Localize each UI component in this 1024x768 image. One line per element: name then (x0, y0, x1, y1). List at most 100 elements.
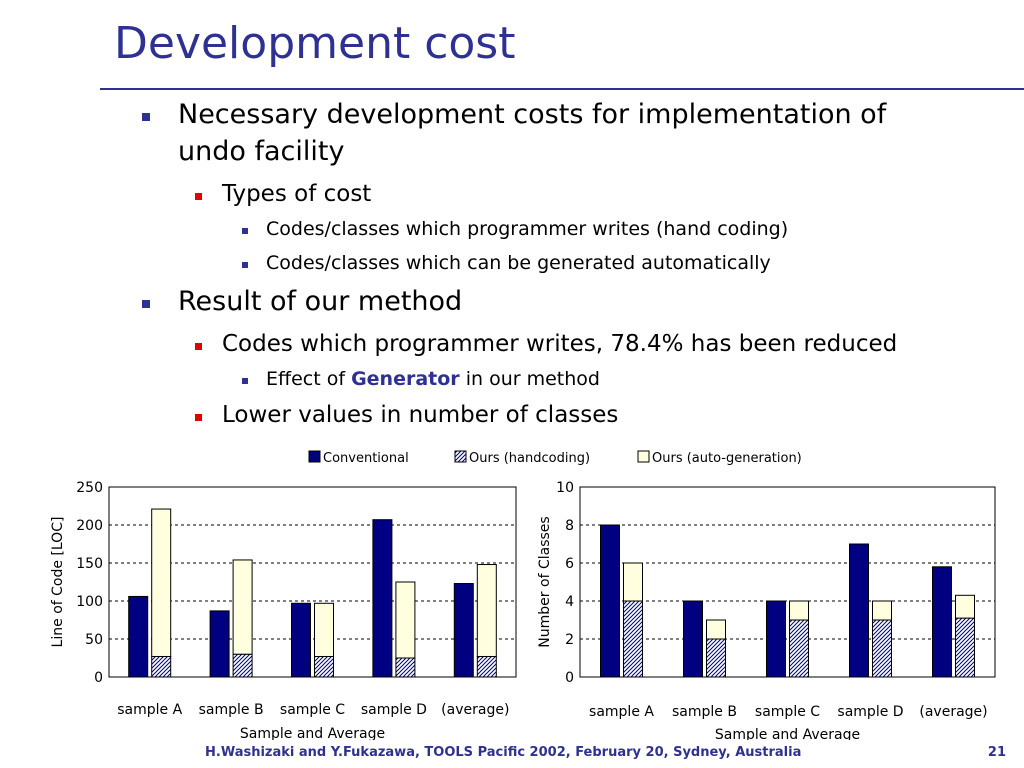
bullet-marker (242, 378, 248, 384)
bar-ours-auto-generation (395, 581, 416, 659)
y-tick-label: 8 (565, 518, 574, 534)
bar-ours-auto-generation (314, 602, 334, 657)
slide-title: Development cost (114, 18, 516, 69)
bar-conventional (849, 543, 869, 678)
footer-citation: H.Washizaki and Y.Fukazawa, TOOLS Pacifi… (205, 745, 802, 760)
y-tick-label: 100 (76, 594, 103, 610)
x-tick-label: sample D (837, 704, 903, 720)
plot-area (579, 486, 996, 678)
x-axis-title: Sample and Average (240, 726, 385, 740)
page-number: 21 (987, 745, 1006, 760)
y-tick-label: 2 (565, 632, 574, 648)
bullet-text-post: in our method (459, 368, 600, 390)
x-tick-label: (average) (441, 702, 509, 718)
y-tick-label: 200 (76, 518, 103, 534)
bullet-text: undo facility (178, 136, 345, 167)
bar-ours-auto-generation (789, 600, 809, 621)
bullet-text: Types of cost (222, 181, 372, 207)
bullet-text: Codes/classes which can be generated aut… (266, 252, 771, 274)
bullet-text: Necessary development costs for implemen… (178, 99, 887, 130)
bullet-text: Codes which programmer writes, 78.4% has… (222, 331, 898, 357)
bullet-marker (142, 113, 150, 121)
legend-swatch (454, 450, 467, 463)
y-tick-label: 6 (565, 556, 574, 572)
y-tick-label: 10 (556, 480, 574, 496)
bullet-result: Result of our method (142, 286, 463, 317)
y-tick-label: 4 (565, 594, 574, 610)
bullet-text: Codes/classes which programmer writes (h… (266, 218, 789, 240)
bar-ours-handcoding (314, 655, 334, 678)
bullet-reduction: Codes which programmer writes, 78.4% has… (195, 331, 898, 357)
charts-area: Conventional Ours (handcoding) Ours (auto-… (50, 450, 996, 740)
x-axis-title: Sample and Average (715, 727, 860, 740)
bar-conventional (209, 610, 230, 678)
bullet-hand-coding: Codes/classes which programmer writes (h… (242, 218, 789, 240)
bullet-types-of-cost: Types of cost (195, 181, 372, 207)
bullet-marker (195, 343, 202, 350)
loc-chart: 0 50 100 150 200 250 Line of Code [LOC] sample … (50, 480, 517, 740)
x-tick-label: sample C (280, 702, 345, 718)
bar-ours-handcoding (872, 619, 892, 678)
x-tick-label: (average) (919, 704, 987, 720)
x-tick-label: sample A (117, 702, 182, 718)
bar-ours-handcoding (476, 655, 497, 678)
bullet-text: Lower values in number of classes (222, 402, 619, 428)
legend-swatch (637, 450, 650, 463)
legend-label: Conventional (323, 451, 409, 466)
bullet-marker (142, 300, 150, 308)
y-tick-label: 250 (76, 480, 103, 496)
y-tick-label: 0 (94, 670, 103, 686)
bullet-auto-generated: Codes/classes which can be generated aut… (242, 252, 771, 274)
bar-conventional (766, 600, 786, 678)
bar-ours-handcoding (151, 655, 172, 678)
bullet-marker (242, 228, 248, 234)
bar-ours-auto-generation (623, 562, 643, 602)
y-axis-title: Line of Code [LOC] (50, 517, 66, 648)
bar-conventional (453, 583, 474, 678)
plot-area (108, 486, 517, 678)
bar-ours-auto-generation (232, 559, 253, 655)
x-tick-label: sample D (361, 702, 427, 718)
bar-conventional (932, 566, 952, 678)
bar-ours-auto-generation (872, 600, 892, 621)
x-tick-label: sample C (755, 704, 820, 720)
bar-ours-handcoding (789, 619, 809, 678)
bar-ours-handcoding (395, 657, 416, 678)
bullet-text-pre: Effect of (266, 368, 352, 390)
bar-ours-auto-generation (955, 594, 975, 619)
bullet-undo-facility: undo facility (178, 136, 344, 167)
bar-conventional (291, 602, 311, 678)
generator-emphasis: Generator (351, 368, 460, 390)
classes-chart: 0 2 4 6 8 10 Number of Classes sample A sample B… (537, 480, 996, 740)
title-underline (100, 88, 1024, 90)
bullet-marker (242, 262, 248, 268)
x-tick-label: sample B (199, 702, 264, 718)
bar-conventional (372, 519, 393, 678)
bar-ours-auto-generation (151, 508, 172, 657)
bar-ours-handcoding (232, 653, 253, 678)
bar-conventional (600, 524, 620, 678)
y-axis-title: Number of Classes (537, 516, 553, 647)
bar-ours-handcoding (623, 600, 643, 678)
bar-ours-auto-generation (706, 619, 726, 640)
legend-label: Ours (auto-generation) (652, 451, 802, 466)
chart-legend: Conventional Ours (handcoding) Ours (auto-… (308, 450, 802, 466)
x-tick-label: sample B (672, 704, 737, 720)
bar-ours-handcoding (955, 617, 975, 678)
bullet-lower-classes: Lower values in number of classes (195, 402, 619, 428)
bullet-marker (195, 193, 202, 200)
x-tick-label: sample A (589, 704, 654, 720)
bullet-text: Result of our method (178, 286, 463, 317)
bar-conventional (683, 600, 703, 678)
bar-conventional (128, 595, 149, 678)
bullet-generator-effect: Effect of Generator in our method (242, 368, 600, 390)
bullet-marker (195, 414, 202, 421)
y-tick-label: 150 (76, 556, 103, 572)
bar-ours-handcoding (706, 638, 726, 678)
bullet-necessary-costs: Necessary development costs for implemen… (142, 99, 887, 130)
legend-label: Ours (handcoding) (469, 451, 590, 466)
y-tick-label: 50 (85, 632, 103, 648)
legend-swatch (308, 450, 321, 463)
y-tick-label: 0 (565, 670, 574, 686)
bar-ours-auto-generation (476, 564, 497, 657)
